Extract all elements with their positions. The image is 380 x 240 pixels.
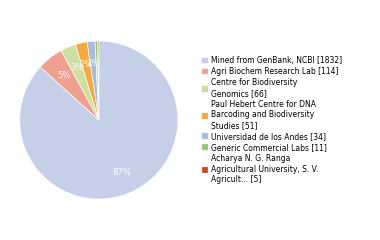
Text: 2%: 2%: [87, 59, 100, 68]
Text: 5%: 5%: [57, 71, 70, 80]
Text: 87%: 87%: [112, 168, 131, 176]
Text: 2%: 2%: [79, 60, 93, 69]
Text: 3%: 3%: [70, 63, 83, 72]
Wedge shape: [98, 41, 99, 120]
Wedge shape: [75, 42, 99, 120]
Wedge shape: [61, 44, 99, 120]
Wedge shape: [95, 41, 99, 120]
Wedge shape: [20, 41, 178, 199]
Wedge shape: [40, 50, 99, 120]
Wedge shape: [87, 41, 99, 120]
Legend: Mined from GenBank, NCBI [1832], Agri Biochem Research Lab [114], Centre for Bio: Mined from GenBank, NCBI [1832], Agri Bi…: [201, 56, 342, 184]
